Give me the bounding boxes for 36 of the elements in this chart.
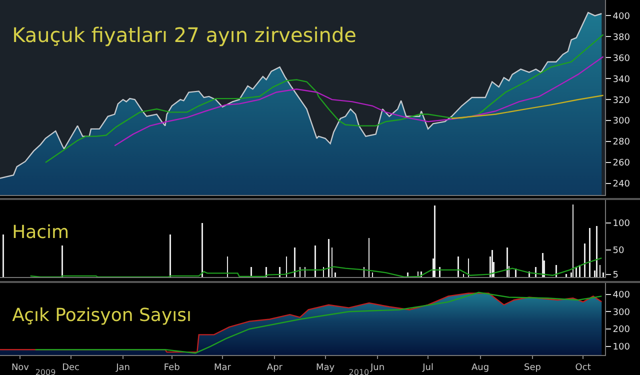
text: Açık Pozisyon Sayısı [12,304,192,326]
line-series [30,257,602,277]
y-tick-label: 5 [612,270,619,280]
x-tick-label: Dec [62,362,80,373]
x-tick-label: Sep [524,362,542,373]
y-tick-label: 400 [612,290,630,300]
y-tick-label: 240 [612,180,630,190]
y-tick-label: 100 [612,342,630,352]
y-tick-label: 360 [612,54,630,64]
x-tick-label: Aug [472,362,490,373]
x-tick-label: Apr [266,362,283,373]
y-tick-label: 320 [612,96,630,106]
y-tick-label: 260 [612,158,630,169]
x-tick-label: Feb [164,362,180,373]
y-tick-label: 200 [612,325,630,336]
y-tick-label: 340 [612,74,630,85]
x-tick-label: Jan [115,362,130,373]
y-tick-label: 300 [612,116,630,127]
x-tick-label: Jun [369,362,385,373]
line-series [451,94,604,120]
y-tick-label: 380 [612,32,630,43]
text: Kauçuk fiyatları 27 ayın zirvesinde [12,23,356,47]
x-tick-label: Oct [575,362,592,373]
x-tick-label: May [316,362,336,373]
y-tick-label: 280 [612,138,630,148]
y-tick-label: 400 [612,12,630,22]
x-tick-label: Jul [422,362,434,373]
x2-tick-label: 2009 [35,368,56,375]
line-series [114,56,604,146]
x-tick-label: Mar [214,362,232,373]
text: Hacim [12,222,70,243]
x2-tick-label: 2010 [348,368,370,375]
y-tick-label: 50 [612,246,625,256]
y-tick-label: 300 [612,308,630,318]
x-tick-label: Nov [11,362,30,373]
y-tick-label: 100 [612,218,630,229]
